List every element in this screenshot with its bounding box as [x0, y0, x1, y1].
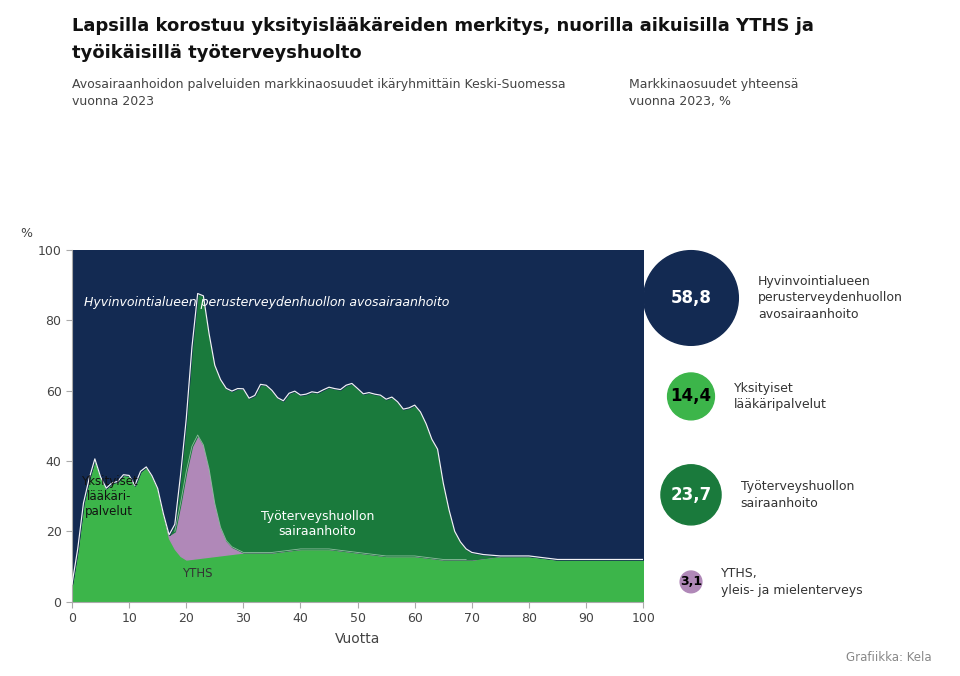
Circle shape: [661, 465, 721, 525]
Text: Hyvinvointialueen
perusterveydenhuollon
avosairaanhoito: Hyvinvointialueen perusterveydenhuollon …: [758, 275, 902, 321]
Circle shape: [680, 571, 702, 593]
Text: Hyvinvointialueen perusterveydenhuollon avosairaanhoito: Hyvinvointialueen perusterveydenhuollon …: [84, 296, 449, 310]
Text: Grafiikka: Kela: Grafiikka: Kela: [846, 651, 931, 664]
Text: 3,1: 3,1: [680, 575, 702, 588]
Text: Markkinaosuudet yhteensä
vuonna 2023, %: Markkinaosuudet yhteensä vuonna 2023, %: [629, 78, 799, 107]
Circle shape: [644, 251, 738, 345]
Text: 14,4: 14,4: [670, 387, 711, 406]
Text: Työterveyshuollon
sairaanhoito: Työterveyshuollon sairaanhoito: [261, 510, 374, 538]
Text: 23,7: 23,7: [670, 486, 711, 504]
X-axis label: Vuotta: Vuotta: [335, 632, 380, 646]
Text: 58,8: 58,8: [671, 289, 711, 307]
Text: Työterveyshuollon
sairaanhoito: Työterveyshuollon sairaanhoito: [740, 480, 854, 510]
Text: YTHS,
yleis- ja mielenterveys: YTHS, yleis- ja mielenterveys: [722, 567, 863, 597]
Text: Avosairaanhoidon palveluiden markkinaosuudet ikäryhmittäin Keski-Suomessa
vuonna: Avosairaanhoidon palveluiden markkinaosu…: [72, 78, 565, 107]
Text: %: %: [20, 226, 33, 239]
Text: YTHS: YTHS: [182, 567, 213, 580]
Text: työikäisillä työterveyshuolto: työikäisillä työterveyshuolto: [72, 44, 362, 62]
Text: Yksityiset
lääkäri-
palvelut: Yksityiset lääkäri- palvelut: [81, 475, 137, 518]
Text: Lapsilla korostuu yksityislääkäreiden merkitys, nuorilla aikuisilla YTHS ja: Lapsilla korostuu yksityislääkäreiden me…: [72, 17, 814, 35]
Text: Yksityiset
lääkäripalvelut: Yksityiset lääkäripalvelut: [734, 382, 827, 411]
Circle shape: [667, 373, 714, 420]
